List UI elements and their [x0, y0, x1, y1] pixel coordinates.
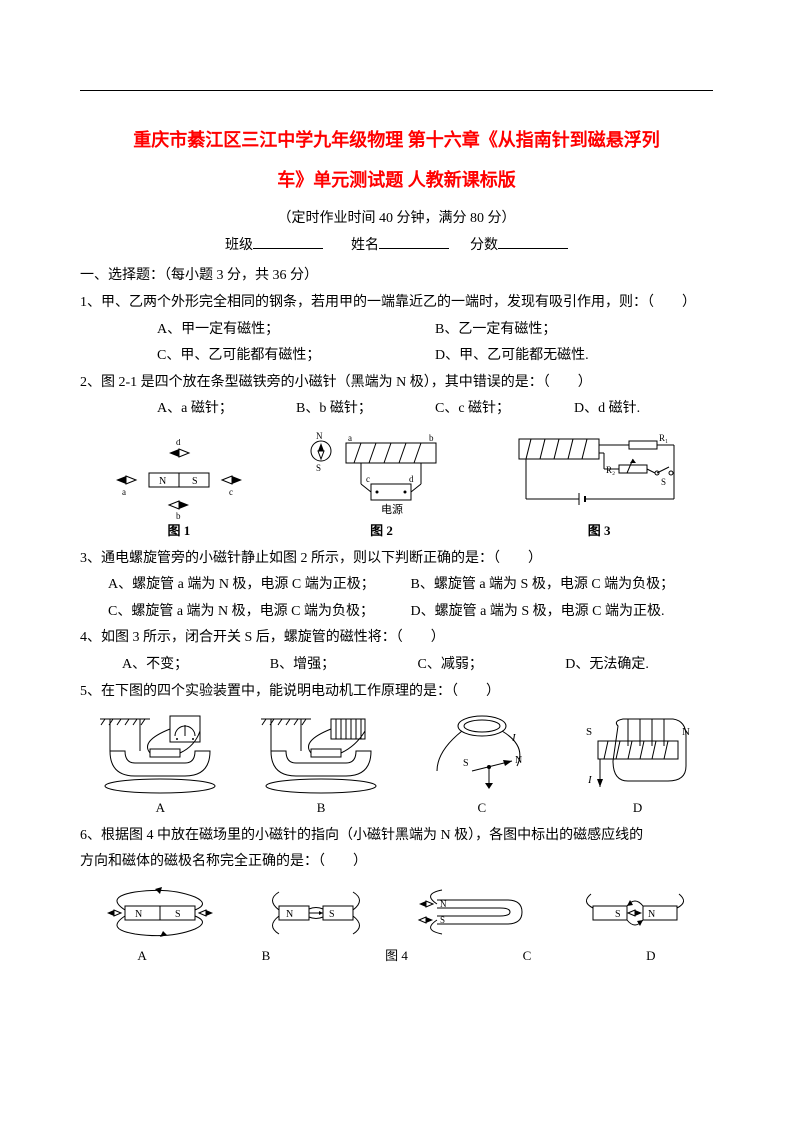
question-4: 4、如图 3 所示，闭合开关 S 后，螺旋管的磁性将：（ ） A、不变； B、增… — [80, 625, 713, 678]
title-line-1: 重庆市綦江区三江中学九年级物理 第十六章《从指南针到磁悬浮列 — [80, 121, 713, 161]
q1-opt-a: A、甲一定有磁性； — [157, 317, 435, 344]
q5-label-b: B — [256, 796, 386, 821]
label-class: 班级 — [225, 238, 253, 253]
svg-text:N: N — [135, 909, 142, 920]
q5-fig-c: I N S C — [417, 711, 547, 821]
q3-opt-c: C、螺旋管 a 端为 N 极，电源 C 端为负极； — [108, 599, 411, 626]
q5-stem: 5、在下图的四个实验装置中，能说明电动机工作原理的是：（ ） — [80, 679, 713, 706]
q1-opt-d: D、甲、乙可能都无磁性. — [435, 343, 713, 370]
svg-text:I: I — [587, 774, 593, 786]
svg-text:电源: 电源 — [381, 502, 403, 516]
q3-opt-a: A、螺旋管 a 端为 N 极，电源 C 端为正极； — [108, 572, 411, 599]
q6-fig-c: NS — [412, 882, 532, 942]
figure-1: N S a c d b — [104, 439, 254, 544]
q6-label-mid: 图 4 — [385, 944, 408, 969]
svg-text:c: c — [229, 487, 233, 497]
svg-text:S: S — [615, 909, 621, 920]
q6-label-a: A — [137, 944, 146, 969]
q1-stem: 1、甲、乙两个外形完全相同的钢条，若用甲的一端靠近乙的一端时，发现有吸引作用，则… — [80, 290, 713, 317]
q5-fig-b: B — [256, 711, 386, 821]
q3-opt-d: D、螺旋管 a 端为 S 极，电源 C 端为正极. — [411, 599, 714, 626]
q6-labels: A B 图 4 C D — [80, 944, 713, 969]
q2-opt-c: C、c 磁针； — [435, 396, 574, 423]
svg-text:S: S — [661, 477, 666, 487]
q4-stem: 4、如图 3 所示，闭合开关 S 后，螺旋管的磁性将：（ ） — [80, 625, 713, 652]
q4-opt-b: B、增强； — [270, 652, 418, 679]
svg-text:a: a — [348, 433, 352, 443]
title-line-2: 车》单元测试题 人教新课标版 — [80, 161, 713, 201]
q6-label-b: B — [262, 944, 271, 969]
question-1: 1、甲、乙两个外形完全相同的钢条，若用甲的一端靠近乙的一端时，发现有吸引作用，则… — [80, 290, 713, 370]
timing-line: （定时作业时间 40 分钟，满分 80 分） — [80, 206, 713, 233]
section-1-heading: 一、选择题：（每小题 3 分，共 36 分） — [80, 263, 713, 290]
fig1-label: 图 1 — [104, 519, 254, 544]
q2-opt-b: B、b 磁针； — [296, 396, 435, 423]
svg-text:I: I — [511, 732, 517, 744]
svg-text:a: a — [122, 487, 126, 497]
svg-text:N: N — [648, 909, 655, 920]
svg-text:S: S — [440, 915, 445, 925]
svg-text:d: d — [176, 439, 181, 447]
blank-score[interactable] — [498, 235, 568, 249]
fig3-label: 图 3 — [509, 519, 689, 544]
svg-text:c: c — [366, 474, 370, 484]
q5-fig-d: S N I D — [578, 711, 698, 821]
figure-row-123: N S a c d b — [80, 429, 713, 544]
fig2-label: 图 2 — [301, 519, 461, 544]
q6-fig-b: NS — [261, 882, 371, 942]
blank-name[interactable] — [379, 235, 449, 249]
svg-text:S: S — [175, 909, 181, 920]
q6-stem-1: 6、根据图 4 中放在磁场里的小磁针的指向（小磁针黑端为 N 极），各图中标出的… — [80, 823, 713, 850]
svg-text:d: d — [409, 474, 414, 484]
svg-text:N: N — [286, 909, 293, 920]
q2-opt-d: D、d 磁针. — [574, 396, 713, 423]
svg-text:N: N — [515, 755, 522, 766]
svg-text:N: N — [316, 431, 323, 441]
label-name: 姓名 — [351, 238, 379, 253]
q5-label-d: D — [578, 796, 698, 821]
q6-label-c: C — [523, 944, 532, 969]
q2-opt-a: A、a 磁针； — [157, 396, 296, 423]
q4-opt-d: D、无法确定. — [565, 652, 713, 679]
q5-fig-a: A — [95, 711, 225, 821]
q1-opt-c: C、甲、乙可能都有磁性； — [157, 343, 435, 370]
question-2: 2、图 2-1 是四个放在条型磁铁旁的小磁针（黑端为 N 极），其中错误的是：（… — [80, 370, 713, 423]
svg-text:R₂: R₂ — [606, 465, 615, 475]
figure-3: R₁ R₂ S 图 3 — [509, 429, 689, 544]
q6-fig-a: NS — [100, 882, 220, 942]
q6-fig-d: SN — [573, 882, 693, 942]
q4-opt-a: A、不变； — [122, 652, 270, 679]
label-score: 分数 — [470, 238, 498, 253]
figure-row-q5: A B I N — [80, 711, 713, 821]
q3-stem: 3、通电螺旋管旁的小磁针静止如图 2 所示，则以下判断正确的是：（ ） — [80, 546, 713, 573]
doc-title: 重庆市綦江区三江中学九年级物理 第十六章《从指南针到磁悬浮列 车》单元测试题 人… — [80, 121, 713, 200]
q1-opt-b: B、乙一定有磁性； — [435, 317, 713, 344]
q2-stem: 2、图 2-1 是四个放在条型磁铁旁的小磁针（黑端为 N 极），其中错误的是：（… — [80, 370, 713, 397]
question-5: 5、在下图的四个实验装置中，能说明电动机工作原理的是：（ ） — [80, 679, 713, 706]
question-6: 6、根据图 4 中放在磁场里的小磁针的指向（小磁针黑端为 N 极），各图中标出的… — [80, 823, 713, 876]
svg-text:S: S — [329, 909, 335, 920]
blank-class[interactable] — [253, 235, 323, 249]
svg-text:R₁: R₁ — [659, 433, 668, 443]
svg-text:N: N — [159, 476, 166, 487]
figure-2: N S a b c d 电源 图 2 — [301, 429, 461, 544]
q6-label-d: D — [646, 944, 655, 969]
q5-label-a: A — [95, 796, 225, 821]
q3-opt-b: B、螺旋管 a 端为 S 极，电源 C 端为负极； — [411, 572, 714, 599]
svg-text:b: b — [429, 433, 434, 443]
svg-text:N: N — [682, 726, 690, 738]
info-line: 班级 姓名 分数 — [80, 233, 713, 260]
svg-text:N: N — [440, 899, 447, 909]
q6-stem-2: 方向和磁体的磁极名称完全正确的是：（ ） — [80, 849, 713, 876]
svg-text:S: S — [463, 758, 469, 769]
top-rule — [80, 90, 713, 91]
svg-text:S: S — [316, 463, 321, 473]
svg-text:b: b — [176, 511, 181, 519]
question-3: 3、通电螺旋管旁的小磁针静止如图 2 所示，则以下判断正确的是：（ ） A、螺旋… — [80, 546, 713, 626]
svg-text:S: S — [192, 476, 198, 487]
q4-opt-c: C、减弱； — [418, 652, 566, 679]
figure-row-q6: NS NS NS — [80, 882, 713, 942]
q5-label-c: C — [417, 796, 547, 821]
svg-text:S: S — [586, 726, 592, 738]
